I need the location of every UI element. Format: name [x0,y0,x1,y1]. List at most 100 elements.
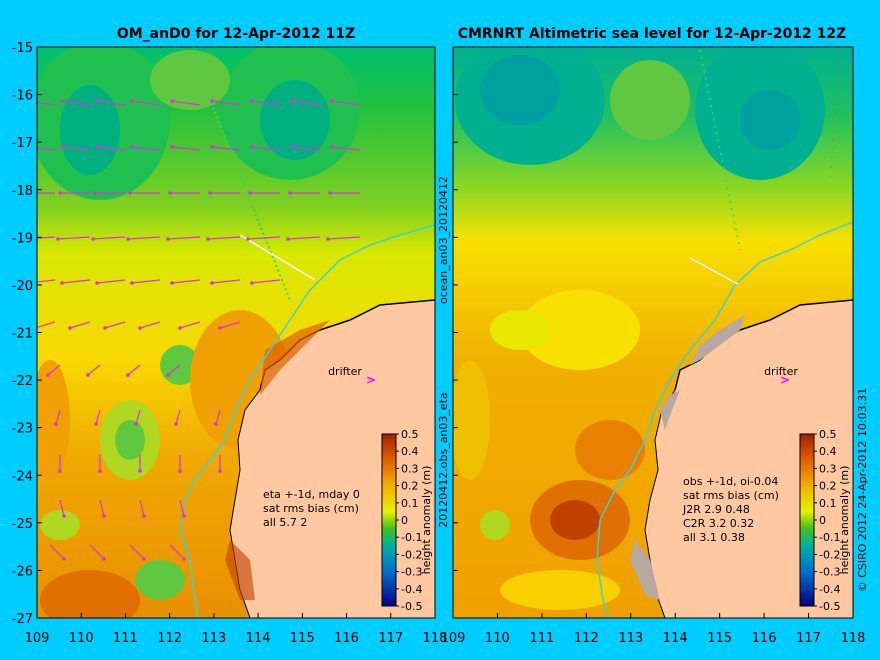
right-map-panel: CMRNRT Altimetric sea level for 12-Apr-2… [452,26,854,619]
current-vector-head [210,145,214,149]
colorbar-tick-label: -0.2 [401,548,422,561]
current-vector-head [68,326,72,330]
colorbar-tick-label: -0.1 [401,531,422,544]
current-vector [69,321,91,329]
x-tick-label: 113 [201,631,226,646]
x-tick-label: 110 [69,631,94,646]
x-tick-label: 109 [441,631,466,646]
current-vector-head [250,145,254,149]
right-panel-title: CMRNRT Altimetric sea level for 12-Apr-2… [458,26,847,42]
current-vector-head [94,422,98,426]
current-vector [37,236,56,239]
colorbar-tick-label: 0.5 [401,428,419,441]
left-colorbar: 0.5 0.4 0.3 0.2 0.1 0 -0.1 -0.2 -0.3 -0.4 -0.5 heig… [381,428,433,613]
current-vector-head [218,326,222,330]
current-vector-head [166,237,170,241]
current-vector-head [91,237,95,241]
x-tick-label: 110 [485,631,510,646]
current-vector-head [250,281,254,285]
left-drifter-label: drifter [328,365,362,378]
colorbar-tick-label: -0.4 [819,583,840,596]
current-vector-head [102,557,106,561]
colorbar-gradient [381,433,397,607]
colorbar-tick-label: 0.2 [819,480,837,493]
x-tick-label: 116 [752,631,777,646]
current-vector-head [33,326,37,330]
current-vector-head [93,191,97,195]
y-tick-label: -18 [12,184,33,199]
colorbar-tick-label: 0.2 [401,480,419,493]
y-tick-label: -22 [12,374,33,389]
current-vector [95,409,101,425]
current-vector-head [328,191,332,195]
left-map-field [33,47,435,618]
right-map-field [453,47,853,618]
current-vector [251,146,281,151]
current-vector-head [178,326,182,330]
side-label-top: ocean_an03_20120412 [437,176,450,304]
right-colorbar: 0.5 0.4 0.3 0.2 0.1 0 -0.1 -0.2 -0.3 -0.4 -0.5 heig… [799,428,851,613]
current-vector-head [182,557,186,561]
current-vectors [33,99,361,561]
current-vector [327,236,361,240]
current-vector [92,236,126,240]
current-vector [135,409,141,425]
current-vector [287,236,321,240]
current-vector-head [56,237,60,241]
colorbar-tick-label: -0.3 [819,566,840,579]
current-vector-head [95,99,99,103]
y-tick-label: -24 [12,469,33,484]
colorbar-tick-label: 0.4 [401,445,419,458]
current-vector [89,544,105,560]
y-tick-label: -26 [12,564,33,579]
current-vector [171,100,201,106]
current-vector [127,236,161,240]
current-vector [139,321,161,329]
colorbar-tick-label: -0.5 [401,600,422,613]
current-vector-head [170,281,174,285]
current-vector-head [246,237,250,241]
current-vector [211,100,241,106]
current-vector-head [130,145,134,149]
current-vector [96,279,126,284]
current-vector [169,544,185,560]
current-vector [96,146,126,151]
x-tick-label: 115 [707,631,732,646]
x-tick-label: 112 [157,631,182,646]
current-vector [251,100,281,106]
current-vector [131,146,161,151]
right-x-axis-ticks: 109 110 111 112 113 114 115 116 117 118 [441,613,865,646]
current-vector-head [103,326,107,330]
current-vector [131,279,161,284]
current-vector-head [206,237,210,241]
current-vector [331,100,361,106]
right-stats-annotation: obs +-1d, oi-0.04 sat rms bias (cm) J2R … [682,475,779,544]
current-vector-head [138,469,142,473]
current-vector-head [170,99,174,103]
left-x-axis-ticks: 109 110 111 112 113 114 115 116 117 118 [25,613,447,646]
current-vector-head [290,99,294,103]
current-vector-head [130,281,134,285]
current-vector [211,146,241,151]
current-vector [179,321,201,329]
current-vector-head [54,422,58,426]
credit-label: © CSIRO 2012 24-Apr-2012 10:03:31 [856,388,869,593]
current-vector [47,364,61,376]
current-vector-head [214,422,218,426]
y-tick-label: -20 [12,279,33,294]
current-vector-head [142,514,146,518]
current-vector-head [86,373,90,377]
current-vector-head [95,145,99,149]
current-vector-head [58,191,62,195]
y-tick-label: -25 [12,517,33,532]
current-vector [96,100,126,106]
current-vector-head [126,373,130,377]
x-tick-label: 117 [378,631,403,646]
left-annotation-line: all 5.7 2 [263,516,307,529]
current-vector-head [288,191,292,195]
colorbar-tick-label: 0.4 [819,445,837,458]
colorbar-tick-label: -0.3 [401,566,422,579]
current-vector-head [250,99,254,103]
right-annotation-line: sat rms bias (cm) [683,489,779,502]
current-vector [37,321,56,329]
